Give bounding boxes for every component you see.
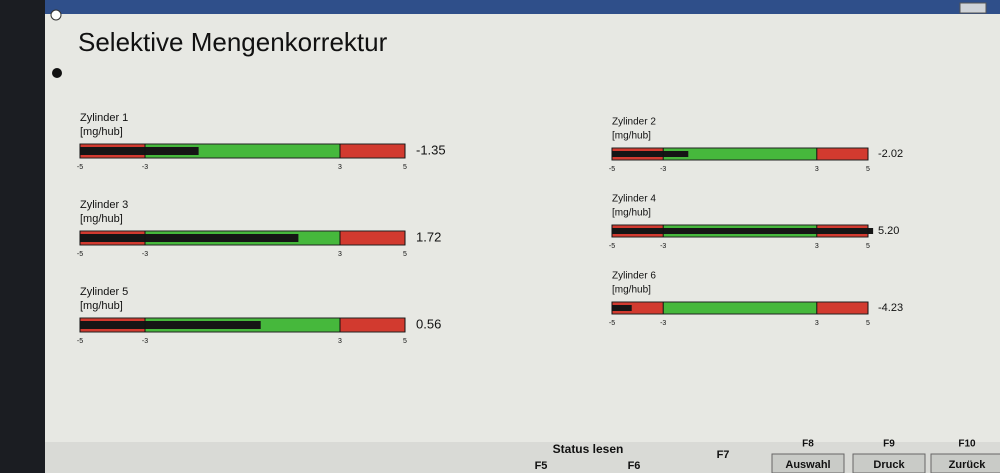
function-key-name: F9 [883, 439, 895, 450]
function-key[interactable] [771, 453, 845, 473]
value-bar [612, 151, 689, 157]
gauge-unit: [mg/hub] [612, 285, 651, 296]
tick-label: -5 [77, 338, 83, 345]
tick-label: -5 [77, 251, 83, 258]
function-keys: Status lesen F5 F6 F7 Auswahl F8 Druck F9 Zurück… [535, 439, 1000, 473]
tick-label: 3 [815, 166, 819, 173]
gauge-unit: [mg/hub] [80, 213, 123, 225]
tick-label: -5 [609, 166, 615, 173]
function-key-name: F10 [958, 439, 976, 450]
zone-high [340, 318, 405, 332]
gauge-label: Zylinder 4 [612, 194, 656, 205]
gauge-value: 5.20 [878, 225, 899, 237]
gauge-unit: [mg/hub] [80, 300, 123, 312]
window-icon [50, 9, 62, 21]
tick-label: -5 [77, 164, 83, 171]
window-buttons[interactable] [959, 2, 987, 14]
tick-label: 5 [403, 251, 407, 258]
tick-label: -3 [660, 320, 666, 327]
tick-label: 5 [866, 320, 870, 327]
value-bar [80, 321, 261, 329]
gauge-unit: [mg/hub] [612, 131, 651, 142]
tick-label: 3 [338, 338, 342, 345]
function-key-label: Auswahl [785, 459, 830, 471]
value-bar [612, 228, 874, 234]
gauge: Zylinder 4 [mg/hub] -5 -3 3 5 5.20 [609, 194, 900, 250]
function-key[interactable] [930, 453, 1000, 473]
gauge-label: Zylinder 2 [612, 117, 656, 128]
zone-high [340, 144, 405, 158]
gauge-value: -4.23 [878, 302, 903, 314]
tick-label: 3 [815, 320, 819, 327]
function-key-label: Druck [873, 459, 905, 471]
bullet [52, 68, 62, 78]
tick-label: -3 [142, 251, 148, 258]
zone-high [340, 231, 405, 245]
gauge-value: 1.72 [416, 229, 441, 244]
tick-label: 3 [338, 251, 342, 258]
tick-label: 3 [815, 243, 819, 250]
zone-ok [663, 302, 817, 314]
tick-label: 3 [338, 164, 342, 171]
value-bar [612, 305, 632, 311]
gauge-value: -1.35 [416, 142, 446, 157]
gauge-label: Zylinder 5 [80, 286, 128, 298]
gauge: Zylinder 2 [mg/hub] -5 -3 3 5 -2.02 [609, 117, 903, 173]
gauge-unit: [mg/hub] [612, 208, 651, 219]
value-bar [80, 147, 199, 155]
tick-label: -5 [609, 243, 615, 250]
function-key-name[interactable]: F5 [535, 460, 548, 472]
function-key-name: F8 [802, 439, 814, 450]
function-key-name[interactable]: F6 [628, 460, 641, 472]
gauge: Zylinder 3 [mg/hub] -5 -3 3 5 1.72 [77, 199, 441, 258]
gauge-label: Zylinder 1 [80, 112, 128, 124]
gauge-value: -2.02 [878, 148, 903, 160]
function-key[interactable] [852, 453, 926, 473]
tick-label: -3 [660, 166, 666, 173]
gauge: Zylinder 1 [mg/hub] -5 -3 3 5 -1.35 [77, 112, 446, 171]
zone-high [816, 148, 868, 160]
function-key-label: Zurück [949, 459, 987, 471]
tick-label: -3 [142, 338, 148, 345]
gauge-label: Zylinder 3 [80, 199, 128, 211]
gauge-value: 0.56 [416, 316, 441, 331]
status-label: Status lesen [553, 442, 624, 456]
tick-label: -3 [660, 243, 666, 250]
gauge: Zylinder 5 [mg/hub] -5 -3 3 5 0.56 [77, 286, 441, 345]
tick-label: -5 [609, 320, 615, 327]
page-title: Selektive Mengenkorrektur [78, 27, 388, 57]
tick-label: 5 [866, 243, 870, 250]
tick-label: -3 [142, 164, 148, 171]
gauge-label: Zylinder 6 [612, 271, 656, 282]
gauges: Zylinder 1 [mg/hub] -5 -3 3 5 -1.35 Zylinder 2 [… [77, 112, 903, 345]
tick-label: 5 [403, 338, 407, 345]
window-titlebar [45, 0, 1000, 14]
tick-label: 5 [403, 164, 407, 171]
gauge: Zylinder 6 [mg/hub] -5 -3 3 5 -4.23 [609, 271, 903, 327]
value-bar [80, 234, 299, 242]
function-key-name[interactable]: F7 [717, 449, 730, 461]
tick-label: 5 [866, 166, 870, 173]
zone-high [816, 302, 868, 314]
gauge-unit: [mg/hub] [80, 126, 123, 138]
zone-ok [663, 148, 817, 160]
